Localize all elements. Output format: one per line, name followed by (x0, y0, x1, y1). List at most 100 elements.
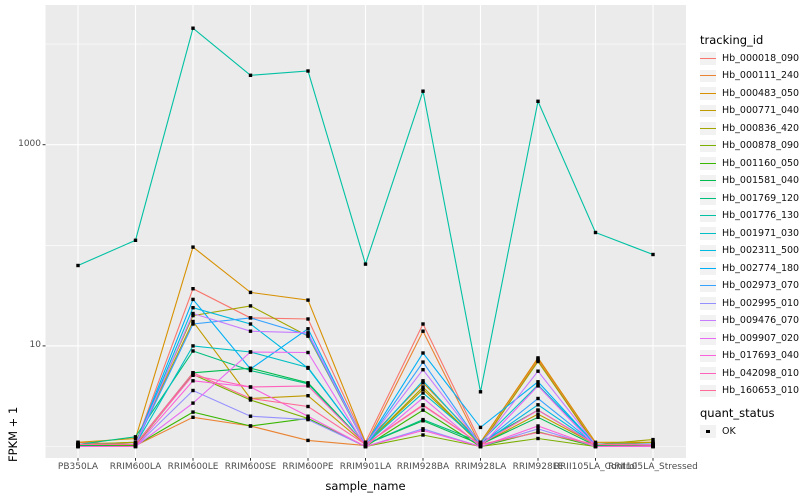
legend-item-Hb_000018_090: Hb_000018_090 (700, 52, 799, 65)
x-tick-label: RRIM928LA (454, 462, 507, 472)
data-point (421, 329, 425, 333)
data-point (191, 401, 195, 405)
legend-key (700, 209, 716, 222)
legend-item-label: Hb_001581_040 (722, 175, 800, 187)
legend-key-line (700, 57, 716, 59)
data-point (421, 408, 425, 412)
legend-item-Hb_042098_010: Hb_042098_010 (700, 367, 799, 380)
legend-item-Hb_001776_130: Hb_001776_130 (700, 209, 799, 222)
legend-key-line (700, 75, 716, 77)
data-point (363, 442, 368, 447)
legend-item-label: Hb_002973_070 (722, 280, 800, 292)
legend-quant-items: OK (700, 425, 799, 438)
black-square-marker-icon (706, 429, 710, 434)
data-point (421, 381, 425, 385)
legend-key-line (700, 267, 716, 269)
x-tick-label: RRII105LA_Stressed (608, 462, 698, 472)
data-point (421, 387, 425, 391)
data-point (133, 435, 138, 439)
legend-key (700, 332, 716, 345)
legend-key (700, 87, 716, 100)
legend-tracking-items: Hb_000018_090 Hb_000111_240 Hb_000483_050 H… (700, 52, 799, 397)
data-point (421, 396, 425, 400)
legend-item-Hb_001971_030: Hb_001971_030 (700, 227, 799, 240)
data-point (651, 437, 655, 442)
data-point (248, 316, 253, 320)
data-point (191, 319, 195, 324)
legend-item-label: Hb_160653_010 (722, 385, 800, 397)
legend-key-line (700, 110, 716, 112)
data-point (191, 313, 195, 318)
x-tick-label: RRIM600PE (282, 462, 334, 472)
data-point (536, 412, 540, 416)
legend-key (700, 384, 716, 397)
data-point (191, 415, 195, 419)
legend-key (700, 297, 716, 310)
legend-item-label: Hb_000878_090 (722, 140, 800, 152)
y-tick-label: 10 (29, 340, 41, 351)
legend-key (700, 122, 716, 135)
data-point (133, 238, 138, 242)
data-point (363, 444, 368, 449)
legend-item-Hb_009476_070: Hb_009476_070 (700, 314, 799, 327)
legend-key (700, 157, 716, 170)
data-point (306, 366, 310, 370)
legend-item-label: Hb_002311_500 (722, 245, 800, 257)
legend-item-Hb_001581_040: Hb_001581_040 (700, 174, 800, 187)
data-point (191, 322, 195, 326)
data-point (248, 396, 253, 401)
data-point (248, 329, 253, 333)
data-point (191, 379, 195, 383)
data-point (76, 442, 80, 447)
y-axis-title: FPKM + 1 (6, 406, 20, 462)
legend-item-Hb_017693_040: Hb_017693_040 (700, 349, 799, 362)
data-point (593, 230, 598, 235)
data-point (248, 322, 253, 326)
data-point (536, 430, 540, 435)
legend-key (700, 104, 716, 117)
legend: tracking_id Hb_000018_090 Hb_000111_240 Hb… (700, 33, 799, 438)
x-axis-title: sample_name (325, 479, 406, 493)
data-point (248, 385, 253, 389)
data-point (536, 403, 540, 407)
data-point (536, 436, 540, 441)
data-point (478, 440, 483, 444)
data-point (191, 306, 195, 310)
y-tick-label: 1000 (18, 139, 41, 150)
legend-title-quant-status: quant_status (700, 406, 775, 420)
data-point (593, 444, 598, 449)
x-tick-label: RRII105LA_Control (553, 462, 638, 472)
legend-item-label: Hb_009907_020 (722, 332, 800, 344)
legend-item-label: OK (722, 425, 736, 437)
legend-key-line (700, 372, 716, 374)
legend-key (700, 314, 716, 327)
data-point (248, 350, 253, 354)
data-point (536, 427, 540, 431)
data-point (191, 371, 195, 375)
legend-key-line (700, 250, 716, 252)
data-point (191, 297, 195, 302)
data-point (76, 440, 80, 444)
data-point (248, 290, 253, 295)
legend-item-label: Hb_001160_050 (722, 157, 800, 169)
legend-key-line (700, 127, 716, 129)
data-point (76, 444, 80, 449)
legend-title-tracking-id: tracking_id (700, 33, 764, 47)
data-point (191, 287, 195, 291)
legend-key-line (700, 145, 716, 147)
legend-item-label: Hb_002995_010 (722, 297, 800, 309)
legend-item-Hb_002995_010: Hb_002995_010 (700, 297, 799, 310)
legend-key (700, 349, 716, 362)
data-point (536, 408, 540, 412)
legend-item-Hb_000878_090: Hb_000878_090 (700, 139, 800, 152)
legend-key-line (700, 180, 716, 182)
data-point (306, 69, 310, 73)
data-point (478, 444, 483, 449)
x-tick-label: PB350LA (57, 462, 99, 472)
data-point (593, 440, 598, 444)
data-point (421, 433, 425, 437)
legend-key (700, 192, 716, 205)
legend-key-line (700, 232, 716, 234)
